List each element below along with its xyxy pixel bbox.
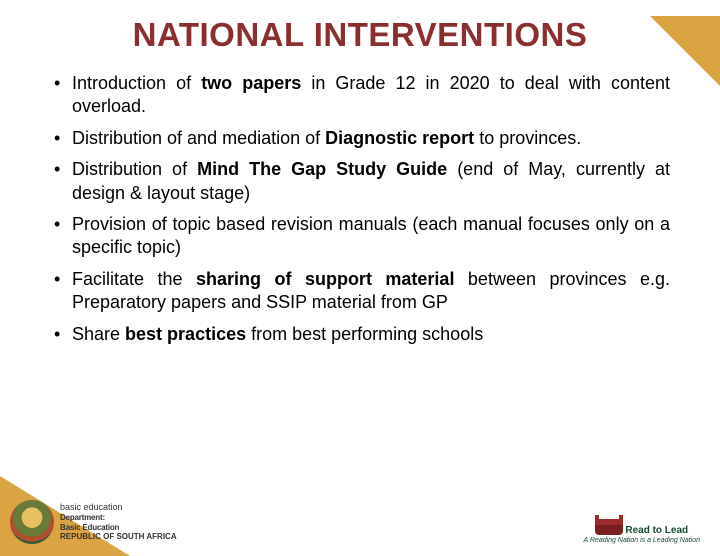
rtl-tagline: A Reading Nation is a Leading Nation: [584, 537, 700, 544]
text-run: Facilitate the: [72, 269, 196, 289]
text-run: from best performing schools: [246, 324, 483, 344]
text-run: Share: [72, 324, 125, 344]
text-run-bold: best practices: [125, 324, 246, 344]
text-run-bold: sharing of support material: [196, 269, 454, 289]
coat-of-arms-icon: [10, 500, 54, 544]
list-item: Share best practices from best performin…: [50, 323, 670, 346]
read-to-lead-logo: Read to Lead: [595, 515, 688, 535]
bullet-list: Introduction of two papers in Grade 12 i…: [50, 72, 670, 346]
rtl-text: Read to Lead: [625, 526, 688, 535]
department-text: basic education Department: Basic Educat…: [60, 502, 177, 542]
dept-label: Basic Education: [60, 523, 177, 533]
text-run: to provinces.: [474, 128, 581, 148]
list-item: Provision of topic based revision manual…: [50, 213, 670, 260]
text-run-bold: two papers: [201, 73, 301, 93]
rtl-title: Read to Lead: [625, 526, 688, 535]
text-run-bold: Mind The Gap Study Guide: [197, 159, 447, 179]
footer-left: basic education Department: Basic Educat…: [10, 500, 177, 544]
text-run: Distribution of and mediation of: [72, 128, 325, 148]
slide-content: Introduction of two papers in Grade 12 i…: [0, 54, 720, 346]
list-item: Introduction of two papers in Grade 12 i…: [50, 72, 670, 119]
list-item: Distribution of Mind The Gap Study Guide…: [50, 158, 670, 205]
list-item: Facilitate the sharing of support materi…: [50, 268, 670, 315]
text-run: Introduction of: [72, 73, 201, 93]
slide-title: NATIONAL INTERVENTIONS: [0, 16, 720, 54]
dept-label: Department:: [60, 513, 177, 523]
text-run-bold: Diagnostic report: [325, 128, 474, 148]
list-item: Distribution of and mediation of Diagnos…: [50, 127, 670, 150]
dept-name: basic education: [60, 502, 177, 513]
slide-footer: basic education Department: Basic Educat…: [0, 490, 720, 550]
dept-country: REPUBLIC OF SOUTH AFRICA: [60, 532, 177, 542]
book-icon: [595, 515, 623, 535]
text-run: Distribution of: [72, 159, 197, 179]
text-run: Provision of topic based revision manual…: [72, 214, 670, 257]
